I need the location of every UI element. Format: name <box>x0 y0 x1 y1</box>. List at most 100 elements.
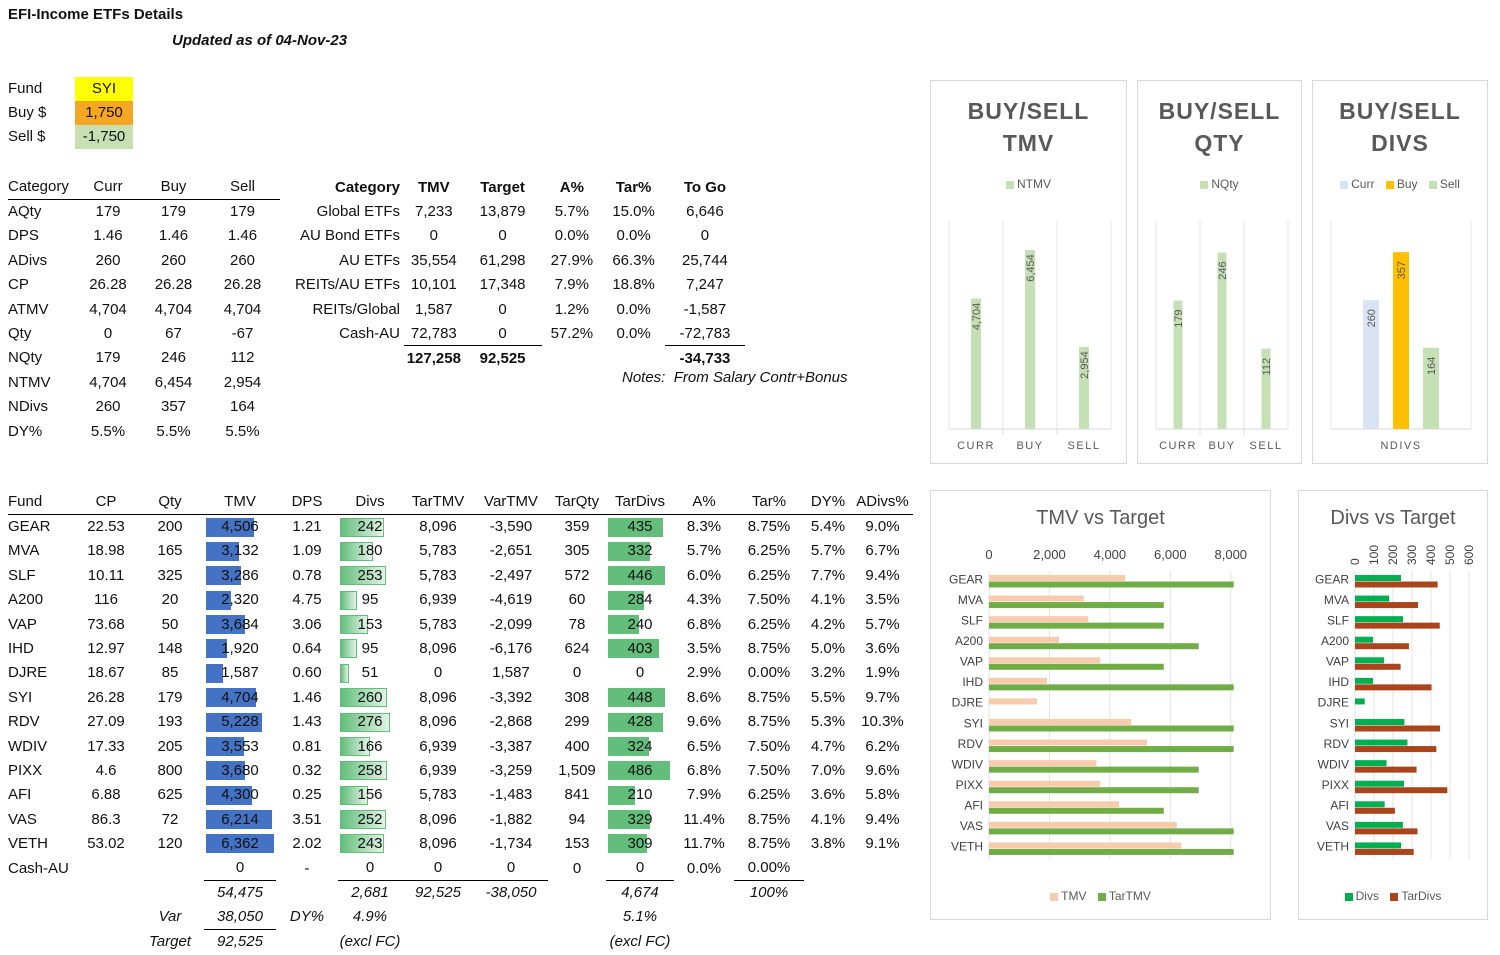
data-label: 112 <box>1261 358 1273 376</box>
row-label: NDivs <box>8 398 48 416</box>
bar-tardivs <box>1355 746 1437 753</box>
row-label: AU Bond ETFs <box>299 227 401 245</box>
var-dps: DY% <box>289 908 325 926</box>
dy-cell: 3.8% <box>810 835 846 853</box>
table-cell: 7,247 <box>686 276 724 294</box>
bar-nqty <box>1173 300 1183 429</box>
fund-name[interactable]: GEAR <box>8 518 51 536</box>
tardivs-value: 435 <box>627 518 653 536</box>
tardivs-value: 446 <box>627 566 653 584</box>
tardivs-cell: 329 <box>606 807 674 831</box>
divs-databar <box>340 639 358 659</box>
chart-title: Divs vs Target <box>1330 507 1456 529</box>
fund-name[interactable]: WDIV <box>8 737 48 755</box>
table-row: IHD 12.97 148 1,920 0.64 95 8,096 -6,176 624 403 3… <box>8 636 913 660</box>
column-header: Category <box>334 178 401 196</box>
divs-cell: 242 <box>338 514 402 538</box>
tardivs-cell: 448 <box>606 685 674 709</box>
tmv-databar <box>206 712 262 732</box>
divs-value: 95 <box>361 640 379 658</box>
row-label: NQty <box>8 349 43 367</box>
fund-name[interactable]: MVA <box>8 542 40 560</box>
chart-title: BUY/SELL QTY <box>1158 98 1281 156</box>
fund-name[interactable]: A200 <box>8 591 44 609</box>
table-cell: 0 <box>700 227 710 245</box>
tartmv-cell: 8,096 <box>419 518 457 536</box>
fund-name[interactable]: SLF <box>8 566 36 584</box>
divs-databar <box>340 736 371 756</box>
vartmv-cell: -4,619 <box>489 591 533 609</box>
bar-divs <box>1355 636 1374 643</box>
bar-tardivs <box>1355 848 1414 855</box>
table-cell: 1,587 <box>415 300 453 318</box>
blank-cell <box>402 905 474 929</box>
dps-cell: 0.64 <box>292 640 322 658</box>
blank-cell <box>548 905 606 929</box>
table-cell: 5.5% <box>90 422 126 440</box>
column-header: To Go <box>683 178 727 196</box>
table-cell: 57.2% <box>550 325 594 343</box>
tardivs-value: 324 <box>627 737 653 755</box>
totals-row: 127,258 92,525 -34,733 <box>295 346 745 370</box>
table-row: Global ETFs 7,233 13,879 5.7% 15.0% 6,646 <box>295 199 745 223</box>
fund-name[interactable]: SYI <box>8 688 33 706</box>
fund-name[interactable]: VAS <box>8 810 37 828</box>
tartmv-cell: 0 <box>402 855 474 881</box>
fund-name[interactable]: VETH <box>8 835 49 853</box>
table-cell: 13,879 <box>479 203 526 221</box>
column-header: Divs <box>338 490 402 515</box>
vartmv-cell: 0 <box>474 855 548 881</box>
bar-tartmv <box>989 766 1199 773</box>
data-label: 6,454 <box>1025 254 1037 282</box>
bar-tartmv <box>989 643 1199 650</box>
blank-cell <box>474 905 548 929</box>
bar-tmv <box>989 677 1048 684</box>
bar-tmv <box>989 698 1037 705</box>
table-cell: 4,704 <box>154 300 193 318</box>
tmv-databar <box>206 736 244 756</box>
bar-tartmv <box>989 787 1199 794</box>
legend-label: Sell <box>1439 177 1460 191</box>
fund-name[interactable]: RDV <box>8 713 40 731</box>
x-tick-label: 0 <box>1348 558 1362 565</box>
blank-cell <box>474 929 548 953</box>
table-cell: 164 <box>229 398 256 416</box>
tarqty-cell: 624 <box>564 640 590 658</box>
a-cell: 4.3% <box>686 591 722 609</box>
tardivs-databar <box>608 712 663 732</box>
table-row: VAP 73.68 50 3,684 3.06 153 5,783 -2,099 78 240 6.… <box>8 612 913 636</box>
a-cell: 11.7% <box>683 835 725 853</box>
legend-label: Buy <box>1396 177 1418 191</box>
adivs-cell: 3.6% <box>865 640 900 658</box>
tarqty-cell: 94 <box>568 810 586 828</box>
fund-name[interactable]: IHD <box>8 640 34 658</box>
column-header: ADivs% <box>852 490 913 515</box>
tar-cell: 6.25% <box>747 615 791 633</box>
y-tick-label: SYI <box>1330 716 1349 730</box>
tar-cell: 6.25% <box>747 542 791 560</box>
table-row: AFI 6.88 625 4,300 0.25 156 5,783 -1,483 841 210 7… <box>8 783 913 807</box>
buy-amount-cell[interactable]: 1,750 <box>75 101 133 125</box>
bar-tmv <box>989 760 1097 767</box>
qty-cell: 20 <box>161 591 179 609</box>
adivs-cell: 10.3% <box>861 713 904 731</box>
a-cell: 6.0% <box>686 566 722 584</box>
legend-label: TarDivs <box>1401 889 1442 903</box>
fund-name[interactable]: AFI <box>8 786 32 804</box>
row-label: Qty <box>8 325 32 343</box>
fund-name[interactable]: DJRE <box>8 664 48 682</box>
divs-databar <box>340 785 369 805</box>
fund-name[interactable]: Cash-AU <box>8 859 69 877</box>
fund-name[interactable]: PIXX <box>8 761 43 779</box>
column-header: Tar% <box>615 178 652 196</box>
table-cell: 4,704 <box>89 300 127 318</box>
bar-tartmv <box>989 725 1234 732</box>
fund-name[interactable]: VAP <box>8 615 37 633</box>
fund-select-cell[interactable]: SYI <box>75 77 133 101</box>
y-tick-label: A200 <box>1321 634 1349 648</box>
sell-amount-cell[interactable]: -1,750 <box>75 125 133 149</box>
legend-label: NTMV <box>1017 177 1051 191</box>
chart-title: BUY/SELL DIVS <box>1339 98 1461 156</box>
updated-date: Updated as of 04-Nov-23 <box>172 32 348 49</box>
table-cell: 7.9% <box>554 276 589 294</box>
